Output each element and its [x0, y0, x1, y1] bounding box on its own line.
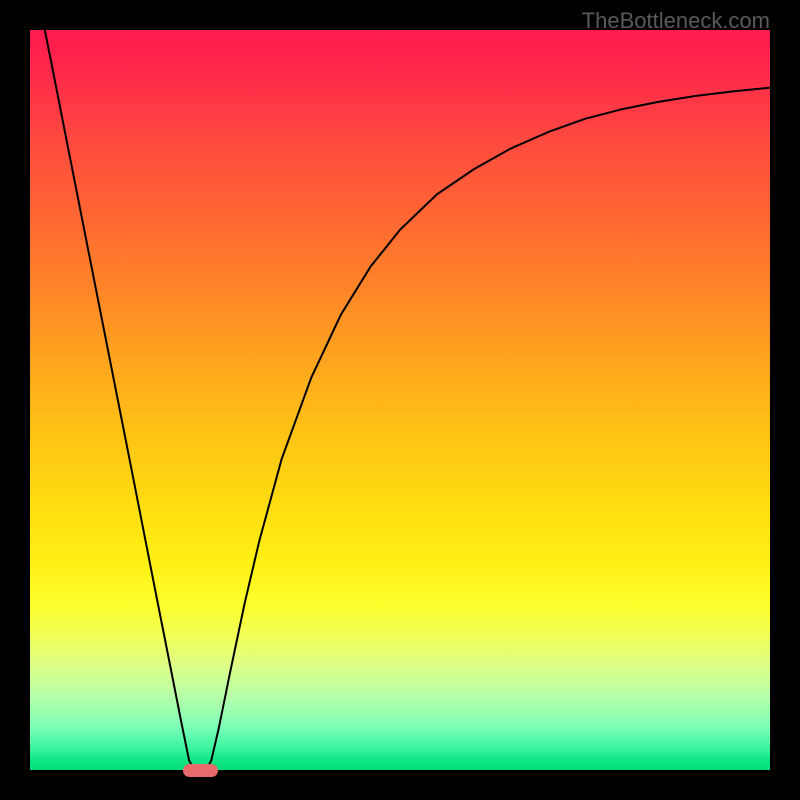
plot-area [30, 30, 770, 770]
bottleneck-curve [30, 30, 770, 770]
minimum-marker [183, 764, 218, 777]
chart-container: TheBottleneck.com [0, 0, 800, 800]
watermark-text: TheBottleneck.com [582, 8, 770, 34]
